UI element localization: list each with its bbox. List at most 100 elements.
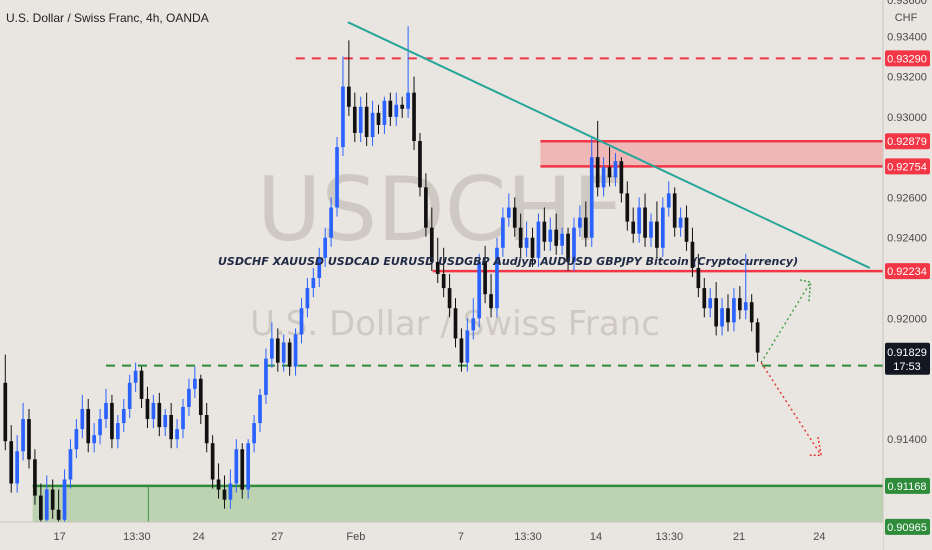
candle[interactable]	[358, 96, 363, 143]
candle[interactable]	[317, 247, 322, 288]
candle[interactable]	[512, 197, 517, 237]
candle[interactable]	[157, 392, 162, 437]
candle[interactable]	[429, 207, 434, 271]
candle[interactable]	[660, 197, 665, 257]
candle[interactable]	[489, 273, 493, 318]
candle[interactable]	[483, 245, 487, 304]
candle[interactable]	[720, 298, 724, 336]
candle[interactable]	[240, 443, 245, 499]
current-price-tag[interactable]: 0.91829 17:53	[885, 342, 930, 375]
candle[interactable]	[607, 147, 612, 187]
candle[interactable]	[530, 227, 535, 267]
candle[interactable]	[15, 435, 19, 493]
candle[interactable]	[175, 419, 179, 449]
candle[interactable]	[477, 253, 482, 328]
candle[interactable]	[258, 388, 262, 433]
candle[interactable]	[9, 425, 14, 493]
candle[interactable]	[74, 419, 79, 459]
candle[interactable]	[281, 334, 286, 372]
candle[interactable]	[441, 247, 446, 298]
candle[interactable]	[216, 463, 221, 499]
candle[interactable]	[524, 221, 529, 257]
candle[interactable]	[666, 181, 671, 217]
candle[interactable]	[726, 294, 730, 332]
candle[interactable]	[465, 318, 470, 372]
candle[interactable]	[459, 328, 464, 372]
candle[interactable]	[649, 213, 653, 247]
price-level-tag[interactable]: 0.93290	[885, 50, 930, 67]
candle[interactable]	[204, 402, 209, 453]
candle[interactable]	[447, 273, 452, 318]
candle[interactable]	[435, 237, 440, 284]
candle[interactable]	[412, 76, 416, 151]
candle[interactable]	[418, 132, 422, 197]
candle[interactable]	[222, 475, 227, 509]
candle[interactable]	[287, 338, 292, 376]
candle[interactable]	[678, 207, 683, 237]
candle[interactable]	[714, 282, 718, 336]
candle[interactable]	[293, 328, 298, 376]
candle[interactable]	[139, 366, 144, 408]
candle[interactable]	[625, 181, 630, 231]
candle[interactable]	[560, 227, 564, 255]
candle[interactable]	[163, 408, 168, 437]
candle[interactable]	[133, 362, 138, 392]
candle[interactable]	[738, 286, 742, 320]
candle[interactable]	[684, 205, 689, 251]
candle[interactable]	[388, 92, 393, 126]
candle[interactable]	[400, 96, 405, 118]
candle[interactable]	[335, 136, 339, 217]
candle[interactable]	[495, 237, 499, 318]
candle[interactable]	[50, 479, 55, 519]
candle[interactable]	[145, 386, 150, 429]
candle[interactable]	[655, 201, 659, 257]
candle[interactable]	[755, 318, 760, 362]
candle[interactable]	[696, 253, 701, 298]
candle[interactable]	[305, 278, 310, 318]
price-level-tag[interactable]: 0.92879	[885, 133, 930, 150]
candle[interactable]	[566, 227, 570, 271]
candle[interactable]	[299, 298, 304, 344]
candle[interactable]	[601, 157, 606, 197]
candle[interactable]	[708, 288, 713, 318]
candle[interactable]	[169, 402, 173, 449]
candle[interactable]	[44, 475, 49, 529]
candle[interactable]	[595, 120, 600, 197]
candle[interactable]	[210, 435, 215, 489]
candle[interactable]	[672, 187, 677, 237]
candle[interactable]	[68, 439, 73, 489]
candle[interactable]	[690, 227, 695, 278]
candle[interactable]	[542, 207, 547, 251]
candle[interactable]	[246, 439, 251, 499]
candle[interactable]	[572, 217, 576, 271]
candle[interactable]	[536, 213, 541, 267]
support-zone[interactable]	[32, 485, 883, 527]
candle[interactable]	[424, 173, 428, 237]
candle[interactable]	[471, 298, 476, 340]
price-axis[interactable]: CHF 0.91400 0.92000 0.92400 0.92600 0.93000 0…	[882, 0, 932, 550]
candle[interactable]	[506, 193, 511, 227]
candle[interactable]	[732, 288, 736, 332]
time-axis[interactable]: 17 13:30 24 27 Feb 7 13:30 14 13:30 21 24	[0, 521, 883, 550]
candle[interactable]	[121, 398, 126, 433]
candle[interactable]	[518, 213, 523, 257]
price-level-tag[interactable]: 0.90965	[885, 518, 930, 535]
candle[interactable]	[501, 207, 505, 257]
candle[interactable]	[406, 26, 410, 118]
candle[interactable]	[98, 408, 102, 445]
candle[interactable]	[643, 193, 647, 247]
candle[interactable]	[228, 469, 233, 509]
candle[interactable]	[613, 153, 618, 187]
trendline[interactable]	[347, 21, 871, 269]
price-level-tag[interactable]: 0.92234	[885, 263, 930, 280]
candle[interactable]	[33, 449, 37, 505]
candle[interactable]	[749, 294, 754, 332]
candle[interactable]	[104, 388, 108, 429]
candle[interactable]	[702, 278, 707, 318]
price-level-tag[interactable]: 0.92754	[885, 158, 930, 175]
candle[interactable]	[364, 92, 369, 147]
candle[interactable]	[583, 201, 588, 247]
candle[interactable]	[370, 100, 375, 147]
candle[interactable]	[341, 56, 345, 157]
